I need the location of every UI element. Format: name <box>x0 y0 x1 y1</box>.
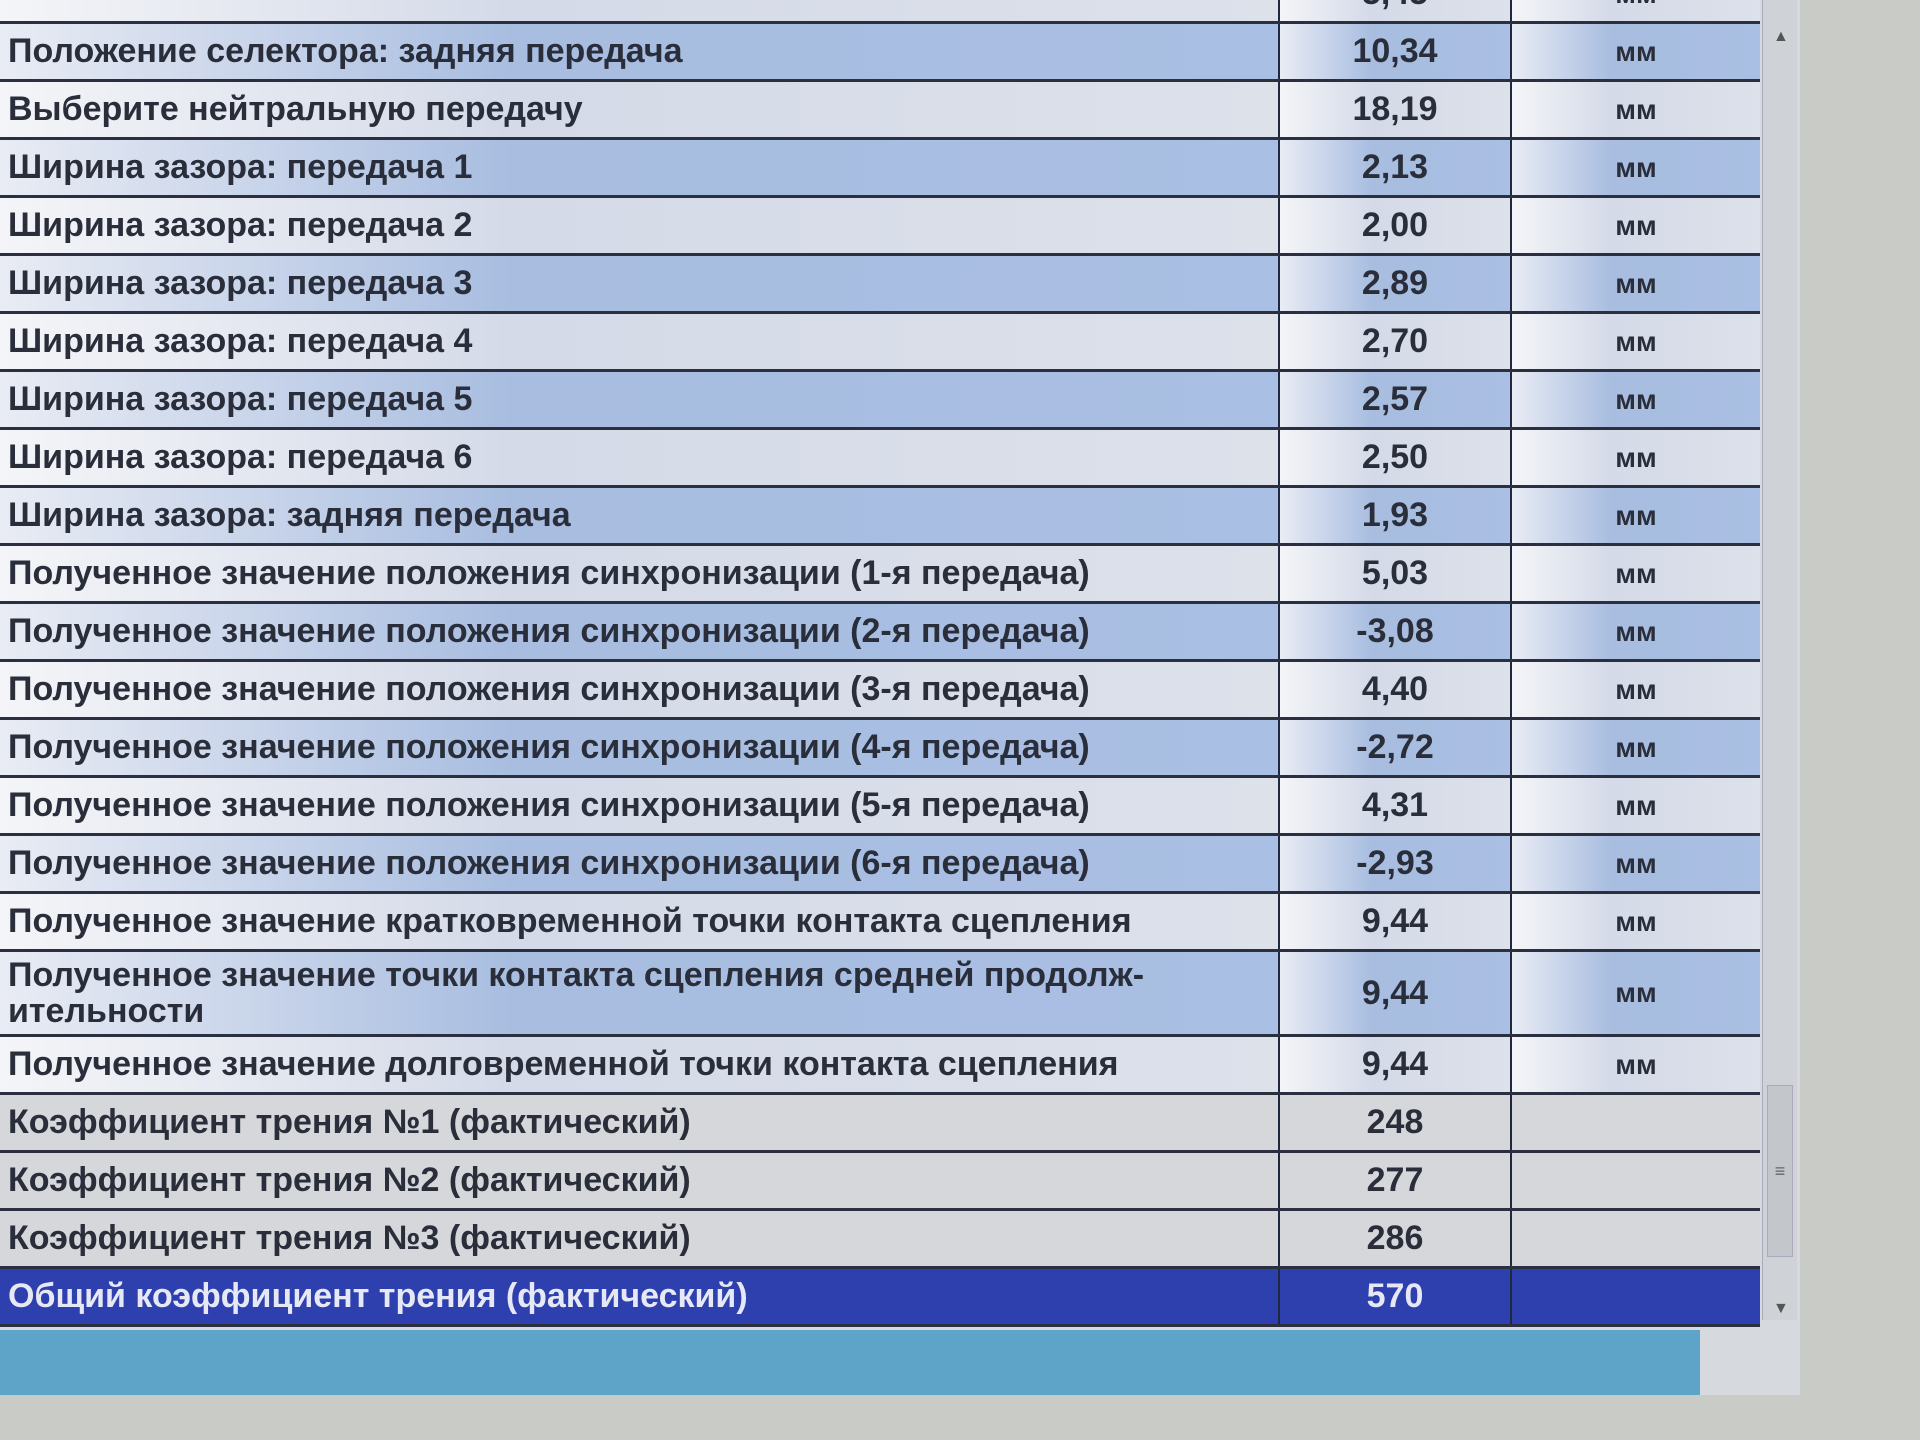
param-unit: мм <box>1510 950 1760 1037</box>
param-value: 9,44 <box>1278 892 1511 952</box>
param-name: Полученное значение положения синхрониза… <box>0 718 1279 778</box>
param-unit: мм <box>1510 80 1760 140</box>
param-value: 570 <box>1278 1267 1511 1327</box>
param-name: Полученное значение положения синхрониза… <box>0 834 1279 894</box>
param-value: -2,93 <box>1278 834 1511 894</box>
param-unit: мм <box>1510 428 1760 488</box>
param-unit: мм <box>1510 0 1760 24</box>
table-row[interactable]: Коэффициент трения №3 (фактический) 286 <box>0 1209 1760 1269</box>
table-row[interactable]: Коэффициент трения №2 (фактический) 277 <box>0 1151 1760 1211</box>
param-unit: мм <box>1510 486 1760 546</box>
param-value: 4,40 <box>1278 660 1511 720</box>
param-value: 5,03 <box>1278 544 1511 604</box>
param-value: 2,50 <box>1278 428 1511 488</box>
param-name: Ширина зазора: передача 5 <box>0 370 1279 430</box>
param-name: Ширина зазора: передача 6 <box>0 428 1279 488</box>
table-row[interactable]: Полученное значение положения синхрониза… <box>0 776 1760 836</box>
table-row[interactable]: Полученное значение положения синхрониза… <box>0 544 1760 604</box>
scroll-down-arrow-icon[interactable]: ▼ <box>1773 1300 1789 1317</box>
table-row[interactable]: Полученное значение долговременной точки… <box>0 1035 1760 1095</box>
param-unit: мм <box>1510 718 1760 778</box>
param-value: 2,70 <box>1278 312 1511 372</box>
param-unit: мм <box>1510 22 1760 82</box>
param-unit <box>1510 1093 1760 1153</box>
param-value: 4,31 <box>1278 776 1511 836</box>
param-value: 1,93 <box>1278 486 1511 546</box>
param-unit: мм <box>1510 254 1760 314</box>
param-name: Полученное значение положения синхрониза… <box>0 660 1279 720</box>
param-name: Полученное значение кратковременной точк… <box>0 892 1279 952</box>
param-value: 10,34 <box>1278 22 1511 82</box>
table-row[interactable]: Общий коэффициент трения (фактический) 57… <box>0 1267 1760 1327</box>
table-row[interactable]: Полученное значение положения синхрониза… <box>0 660 1760 720</box>
table-row[interactable]: 5,45мм <box>0 0 1760 24</box>
table-row[interactable]: Полученное значение положения синхрониза… <box>0 602 1760 662</box>
param-unit: мм <box>1510 196 1760 256</box>
param-unit <box>1510 1209 1760 1269</box>
param-name: Полученное значение точки контакта сцепл… <box>0 950 1279 1037</box>
param-value: 2,89 <box>1278 254 1511 314</box>
param-value: 9,44 <box>1278 950 1511 1037</box>
param-unit: мм <box>1510 1035 1760 1095</box>
table-row[interactable]: Полученное значение кратковременной точк… <box>0 892 1760 952</box>
parameters-table: 5,45ммПоложение селектора: задняя переда… <box>0 0 1760 1327</box>
param-value: 248 <box>1278 1093 1511 1153</box>
table-row[interactable]: Положение селектора: задняя передача 10,3… <box>0 22 1760 82</box>
table-row[interactable]: Полученное значение положения синхрониза… <box>0 718 1760 778</box>
param-unit: мм <box>1510 544 1760 604</box>
param-value: 9,44 <box>1278 1035 1511 1095</box>
param-unit: мм <box>1510 138 1760 198</box>
table-row[interactable]: Ширина зазора: задняя передача 1,93 мм <box>0 486 1760 546</box>
param-name: Ширина зазора: передача 2 <box>0 196 1279 256</box>
param-name: Коэффициент трения №3 (фактический) <box>0 1209 1279 1269</box>
table-row[interactable]: Ширина зазора: передача 4 2,70 мм <box>0 312 1760 372</box>
data-panel: 5,45ммПоложение селектора: задняя переда… <box>0 0 1800 1395</box>
param-name: Ширина зазора: передача 3 <box>0 254 1279 314</box>
vertical-scrollbar[interactable]: ▲ ≡ ▼ <box>1762 0 1797 1320</box>
table-row[interactable]: Ширина зазора: передача 3 2,89 мм <box>0 254 1760 314</box>
scroll-up-arrow-icon[interactable]: ▲ <box>1773 28 1789 45</box>
param-unit: мм <box>1510 892 1760 952</box>
table-row[interactable]: Ширина зазора: передача 1 2,13 мм <box>0 138 1760 198</box>
status-bar <box>0 1330 1700 1395</box>
param-unit: мм <box>1510 834 1760 894</box>
table-row[interactable]: Полученное значение положения синхрониза… <box>0 834 1760 894</box>
param-value: -3,08 <box>1278 602 1511 662</box>
param-value: -2,72 <box>1278 718 1511 778</box>
param-value: 5,45 <box>1278 0 1511 24</box>
param-value: 277 <box>1278 1151 1511 1211</box>
table-row[interactable]: Ширина зазора: передача 2 2,00 мм <box>0 196 1760 256</box>
param-name: Выберите нейтральную передачу <box>0 80 1279 140</box>
scroll-thumb[interactable]: ≡ <box>1767 1085 1793 1257</box>
param-unit: мм <box>1510 776 1760 836</box>
param-name: Ширина зазора: передача 4 <box>0 312 1279 372</box>
param-name: Ширина зазора: передача 1 <box>0 138 1279 198</box>
param-name <box>0 0 1279 24</box>
param-name: Коэффициент трения №1 (фактический) <box>0 1093 1279 1153</box>
param-value: 18,19 <box>1278 80 1511 140</box>
param-name: Общий коэффициент трения (фактический) <box>0 1267 1279 1327</box>
table-row[interactable]: Ширина зазора: передача 6 2,50 мм <box>0 428 1760 488</box>
param-unit: мм <box>1510 312 1760 372</box>
param-value: 2,57 <box>1278 370 1511 430</box>
table-row[interactable]: Выберите нейтральную передачу 18,19 мм <box>0 80 1760 140</box>
param-name: Полученное значение положения синхрониза… <box>0 544 1279 604</box>
param-name: Ширина зазора: задняя передача <box>0 486 1279 546</box>
param-unit: мм <box>1510 660 1760 720</box>
param-name: Полученное значение положения синхрониза… <box>0 602 1279 662</box>
param-value: 2,13 <box>1278 138 1511 198</box>
param-unit <box>1510 1151 1760 1211</box>
param-unit <box>1510 1267 1760 1327</box>
table-row[interactable]: Полученное значение точки контакта сцепл… <box>0 950 1760 1037</box>
param-unit: мм <box>1510 602 1760 662</box>
param-name: Полученное значение положения синхрониза… <box>0 776 1279 836</box>
table-row[interactable]: Коэффициент трения №1 (фактический) 248 <box>0 1093 1760 1153</box>
param-unit: мм <box>1510 370 1760 430</box>
param-value: 286 <box>1278 1209 1511 1269</box>
param-name: Коэффициент трения №2 (фактический) <box>0 1151 1279 1211</box>
param-name: Полученное значение долговременной точки… <box>0 1035 1279 1095</box>
param-value: 2,00 <box>1278 196 1511 256</box>
param-name: Положение селектора: задняя передача <box>0 22 1279 82</box>
table-row[interactable]: Ширина зазора: передача 5 2,57 мм <box>0 370 1760 430</box>
